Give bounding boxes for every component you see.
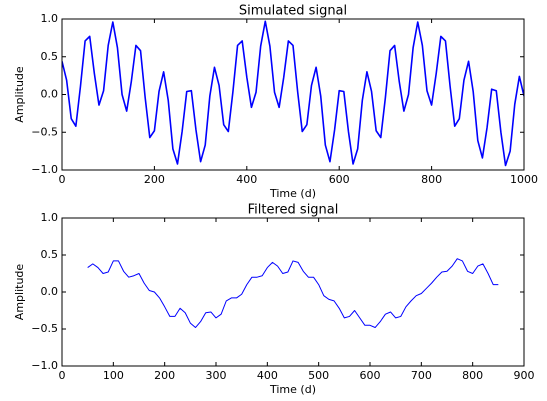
x-tick-label: 400 [236,173,257,186]
axes-frame [61,18,525,171]
x-tick-label: 300 [206,369,227,382]
x-tick-label: 600 [329,173,350,186]
x-tick-label: 600 [360,369,381,382]
x-axis-label: Time (d) [269,383,316,396]
x-tick-label: 700 [411,369,432,382]
x-tick-label: 500 [308,369,329,382]
axes-frame [61,217,525,367]
chart-title: Simulated signal [239,4,347,19]
y-axis-label: Amplitude [13,66,26,123]
x-tick-label: 0 [59,369,66,382]
y-tick-label: −1.0 [31,163,58,176]
x-tick-label: 200 [154,369,175,382]
x-tick-label: 400 [257,369,278,382]
y-tick-label: 0.0 [41,88,59,101]
x-tick-label: 0 [59,173,66,186]
y-tick-label: 1.0 [41,12,59,25]
y-tick-label: −1.0 [31,359,58,372]
y-tick-label: 0.0 [41,285,59,298]
x-axis-label: Time (d) [269,187,316,200]
y-tick-label: −0.5 [31,125,58,138]
signal-line [62,20,524,167]
y-tick-label: 0.5 [41,248,59,261]
y-tick-label: 0.5 [41,50,59,63]
y-tick-label: −0.5 [31,322,58,335]
x-tick-label: 900 [514,369,535,382]
x-tick-label: 200 [144,173,165,186]
x-tick-label: 100 [103,369,124,382]
x-tick-label: 800 [462,369,483,382]
signal-line [87,258,499,329]
x-tick-label: 800 [421,173,442,186]
y-tick-label: 1.0 [41,211,59,224]
chart-title: Filtered signal [248,203,339,218]
x-tick-label: 1000 [510,173,538,186]
y-axis-label: Amplitude [13,264,26,321]
